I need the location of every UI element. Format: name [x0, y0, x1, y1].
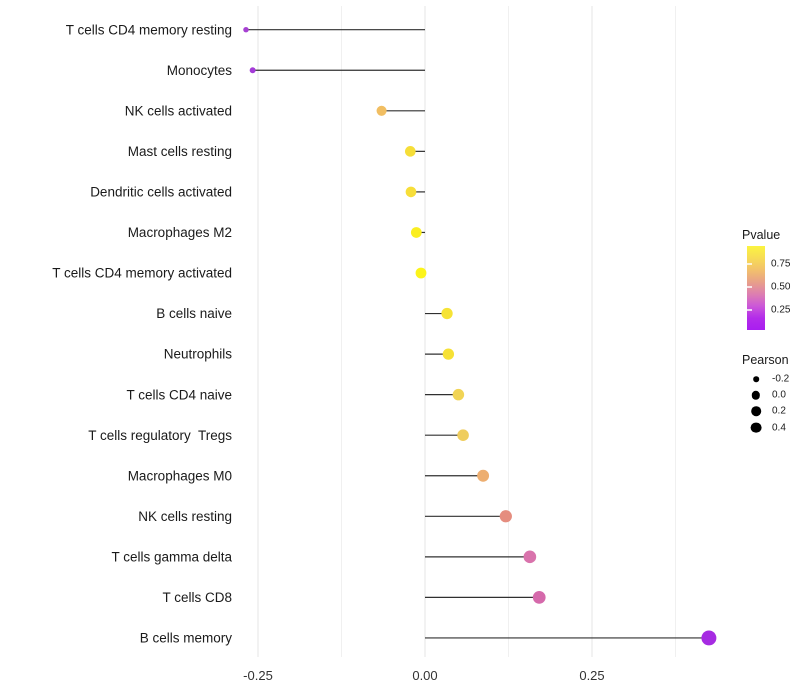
pearson-legend-size-dot — [750, 422, 762, 433]
data-point — [477, 469, 490, 482]
y-axis-label: NK cells activated — [125, 103, 232, 118]
data-point — [523, 550, 537, 564]
data-point — [404, 146, 416, 157]
y-axis-label: T cells CD4 naive — [126, 387, 232, 402]
y-axis-label: B cells naive — [156, 306, 232, 321]
x-axis-tick-label: 0.00 — [412, 668, 437, 683]
y-axis-label: Macrophages M0 — [128, 468, 232, 483]
pearson-legend-entry-label: -0.2 — [772, 373, 790, 385]
pearson-legend-entry-label: 0.0 — [772, 389, 786, 401]
data-point — [415, 267, 427, 279]
pearson-legend-entry-label: 0.2 — [772, 405, 786, 417]
pvalue-legend-tick-label: 0.50 — [771, 281, 791, 293]
y-axis-label: T cells regulatory Tregs — [88, 428, 232, 443]
pvalue-colorbar-tick — [747, 263, 752, 265]
y-axis-label: Mast cells resting — [128, 144, 232, 159]
pvalue-legend-tick-label: 0.25 — [771, 304, 791, 316]
pearson-legend-size-dot — [751, 406, 761, 417]
y-axis-label: T cells CD8 — [162, 590, 232, 605]
x-axis-tick-label: -0.25 — [243, 668, 273, 683]
data-point — [410, 227, 422, 238]
y-axis-label: NK cells resting — [138, 509, 232, 524]
pearson-legend-entry: 0.0 — [742, 387, 800, 403]
pvalue-colorbar — [747, 246, 765, 330]
pvalue-legend: Pvalue 0.75 0.50 0.25 — [742, 228, 800, 348]
data-point — [405, 186, 417, 198]
pvalue-colorbar-tick — [747, 286, 752, 288]
y-axis-label: Monocytes — [167, 63, 233, 78]
y-axis-label: T cells CD4 memory activated — [52, 266, 232, 281]
pvalue-colorbar-tick — [747, 309, 752, 311]
pearson-legend-size-dot — [753, 376, 759, 382]
data-point — [452, 388, 465, 401]
pearson-legend: Pearson -0.2 0.0 0.2 0.4 — [742, 353, 800, 448]
pearson-legend-size-dot — [751, 390, 761, 400]
y-axis-label: Macrophages M2 — [128, 225, 232, 240]
pearson-legend-entry: 0.4 — [742, 420, 800, 436]
y-axis-label: T cells CD4 memory resting — [66, 22, 232, 37]
data-point — [701, 630, 717, 646]
data-point — [376, 105, 387, 116]
y-axis-label: Neutrophils — [164, 347, 233, 362]
pvalue-legend-tick-label: 0.75 — [771, 258, 791, 270]
pearson-legend-entry: 0.2 — [742, 403, 800, 419]
data-point — [499, 510, 512, 523]
data-point — [243, 26, 249, 33]
pearson-legend-title: Pearson — [742, 353, 789, 367]
data-point — [442, 348, 455, 360]
data-point — [441, 307, 453, 320]
pearson-legend-entry: -0.2 — [742, 371, 800, 387]
data-point — [249, 67, 256, 74]
data-point — [532, 591, 546, 604]
pearson-legend-entry-label: 0.4 — [772, 422, 786, 434]
data-point — [457, 429, 469, 441]
y-axis-label: B cells memory — [140, 631, 233, 646]
y-axis-label: Dendritic cells activated — [90, 185, 232, 200]
x-axis-tick-label: 0.25 — [579, 668, 604, 683]
pvalue-legend-title: Pvalue — [742, 228, 781, 242]
y-axis-label: T cells gamma delta — [111, 549, 232, 564]
